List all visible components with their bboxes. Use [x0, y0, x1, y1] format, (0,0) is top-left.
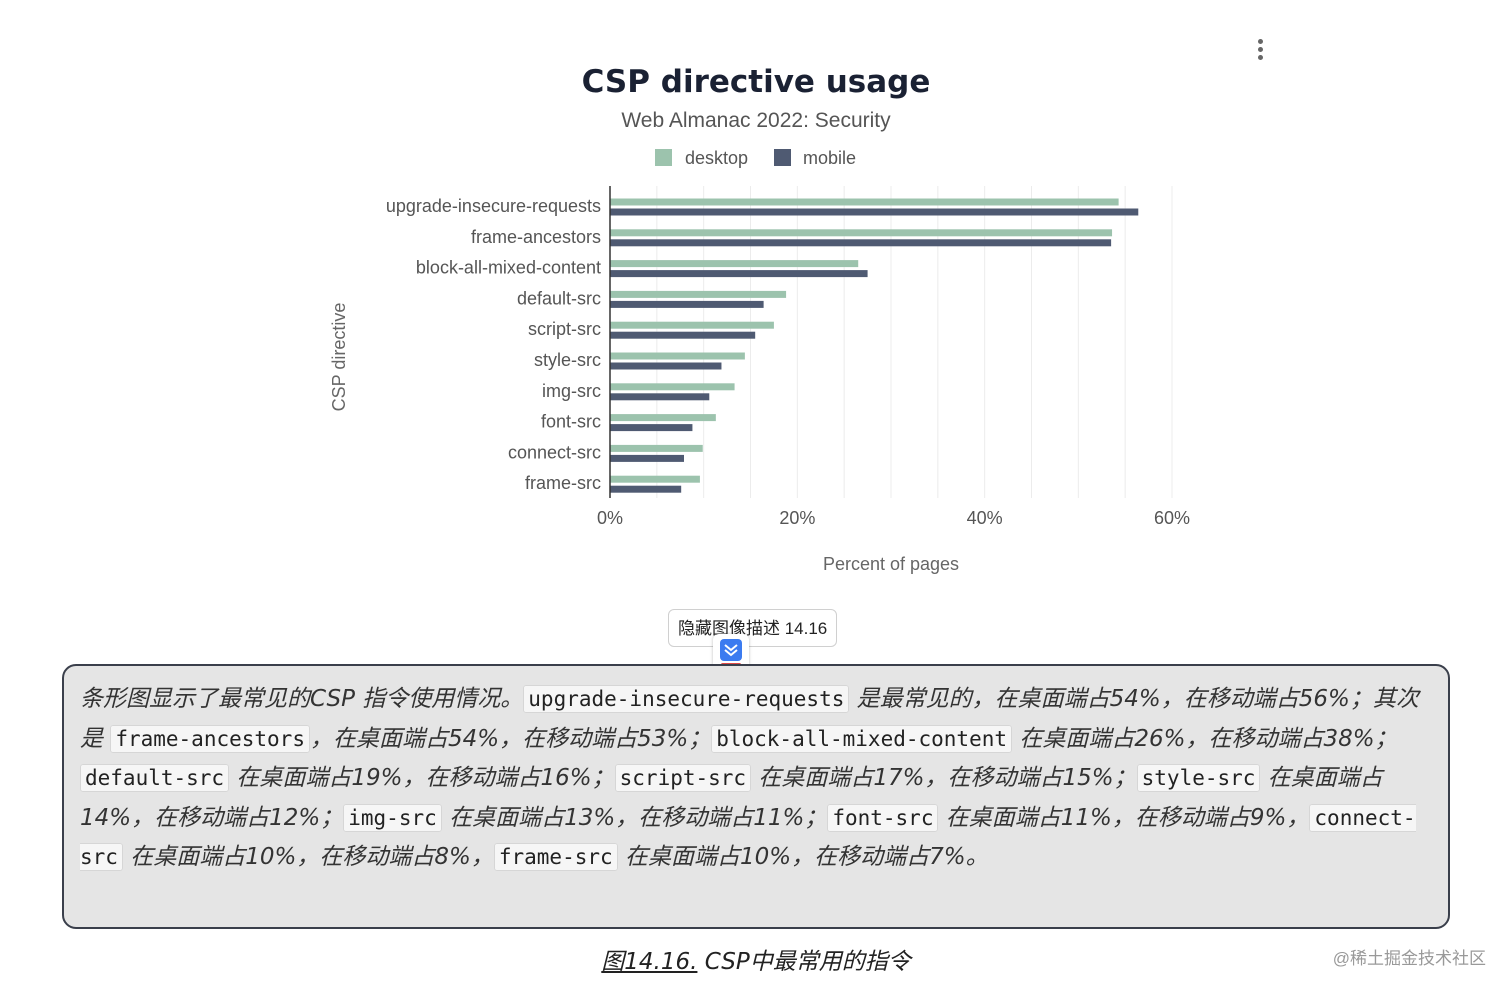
image-description: 条形图显示了最常见的CSP 指令使用情况。 upgrade-insecure-re…	[62, 664, 1450, 929]
category-label: font-src	[541, 412, 601, 432]
chart-subtitle: Web Almanac 2022: Security	[621, 109, 891, 132]
bar-mobile-upgrade-insecure-requests	[610, 208, 1139, 216]
figure-caption: 图14.16. CSP中最常用的指令	[0, 942, 1512, 976]
chart-menu-button[interactable]	[1248, 36, 1272, 66]
category-label: script-src	[528, 319, 601, 339]
legend-label-desktop: desktop	[685, 148, 748, 168]
category-label: upgrade-insecure-requests	[386, 196, 601, 216]
bar-desktop-default-src	[610, 290, 787, 298]
category-label: block-all-mixed-content	[416, 258, 601, 278]
bar-desktop-img-src	[610, 383, 735, 391]
description-text: 在桌面端占11%，在移动端占9%，	[938, 804, 1310, 831]
grid-lines	[656, 186, 1173, 498]
category-label: style-src	[534, 350, 601, 370]
bar-mobile-block-all-mixed-content	[610, 270, 868, 278]
bar-desktop-frame-ancestors	[610, 229, 1113, 237]
bar-desktop-connect-src	[610, 444, 703, 452]
description-text: 在桌面端占14%，在移动端占12%；	[80, 765, 1383, 831]
bar-mobile-img-src	[610, 393, 710, 401]
legend-label-mobile: mobile	[803, 148, 856, 168]
bar-mobile-frame-ancestors	[610, 239, 1112, 247]
bar-desktop-script-src	[610, 321, 774, 329]
bar-desktop-style-src	[610, 352, 745, 360]
bar-desktop-font-src	[610, 414, 716, 422]
x-tick-labels: 0% 20% 40% 60%	[597, 508, 1190, 528]
description-text: 在桌面端占10%，在移动端占7%。	[617, 844, 989, 870]
code-directive: upgrade-insecure-requests	[523, 685, 850, 713]
code-directive: block-all-mixed-content	[711, 724, 1013, 753]
x-tick-label: 40%	[967, 508, 1003, 528]
bar-desktop-upgrade-insecure-requests	[610, 198, 1119, 206]
bar-desktop-block-all-mixed-content	[610, 260, 859, 268]
description-text: 在桌面端占26%，在移动端占38%；	[1012, 725, 1398, 752]
code-directive: frame-src	[493, 843, 618, 871]
chart: CSP directive usage Web Almanac 2022: Se…	[329, 64, 1190, 574]
legend-swatch-mobile	[774, 149, 791, 166]
description-text: 在桌面端占19%，在移动端占16%；	[229, 765, 615, 791]
bar-mobile-default-src	[610, 300, 764, 308]
x-tick-label: 20%	[779, 508, 815, 528]
code-directive: frame-ancestors	[110, 724, 310, 753]
legend-swatch-desktop	[655, 149, 672, 166]
y-axis-title: CSP directive	[329, 303, 349, 412]
figure-link[interactable]: 图14.16.	[601, 949, 698, 975]
legend[interactable]: desktop mobile	[655, 148, 856, 168]
bar-desktop-frame-src	[610, 475, 700, 483]
caption-text: CSP中最常用的指令	[697, 949, 911, 975]
bar-mobile-script-src	[610, 331, 756, 339]
bars	[610, 198, 1139, 493]
category-label: default-src	[517, 288, 601, 308]
chart-title: CSP directive usage	[582, 64, 931, 100]
x-tick-label: 60%	[1154, 508, 1190, 528]
legend-item-desktop[interactable]: desktop	[655, 148, 748, 168]
bar-mobile-style-src	[610, 362, 722, 370]
legend-item-mobile[interactable]: mobile	[774, 148, 856, 168]
bar-mobile-font-src	[610, 424, 693, 432]
code-directive: default-src	[80, 764, 230, 792]
x-axis-title: Percent of pages	[823, 554, 959, 574]
description-text: 在桌面端占17%，在移动端占15%；	[751, 765, 1137, 791]
category-label: img-src	[542, 381, 601, 401]
category-label: frame-ancestors	[471, 227, 601, 247]
bar-mobile-frame-src	[610, 485, 682, 493]
description-text: 在桌面端占13%，在移动端占11%；	[441, 804, 828, 831]
bar-mobile-connect-src	[610, 454, 684, 462]
category-labels: upgrade-insecure-requests frame-ancestors…	[386, 196, 601, 493]
more-vertical-icon	[1248, 39, 1272, 60]
code-directive: img-src	[343, 803, 442, 832]
code-directive: script-src	[614, 764, 752, 792]
code-directive: font-src	[827, 803, 939, 832]
description-text: ，在桌面端占54%，在移动端占53%；	[309, 725, 712, 752]
watermark: @稀土掘金技术社区	[1332, 949, 1486, 968]
category-label: connect-src	[508, 442, 601, 462]
category-label: frame-src	[525, 473, 601, 493]
code-directive: style-src	[1136, 764, 1261, 792]
toggle-description-button[interactable]: 隐藏图像描述 14.16	[668, 609, 838, 647]
x-tick-label: 0%	[597, 508, 623, 528]
description-text: 条形图显示了最常见的CSP 指令使用情况。	[80, 686, 524, 712]
description-text: 是最常见的，在桌面端占54%，在移动端占56%；其次是	[80, 686, 1419, 752]
description-text: 在桌面端占10%，在移动端占8%，	[122, 844, 494, 870]
